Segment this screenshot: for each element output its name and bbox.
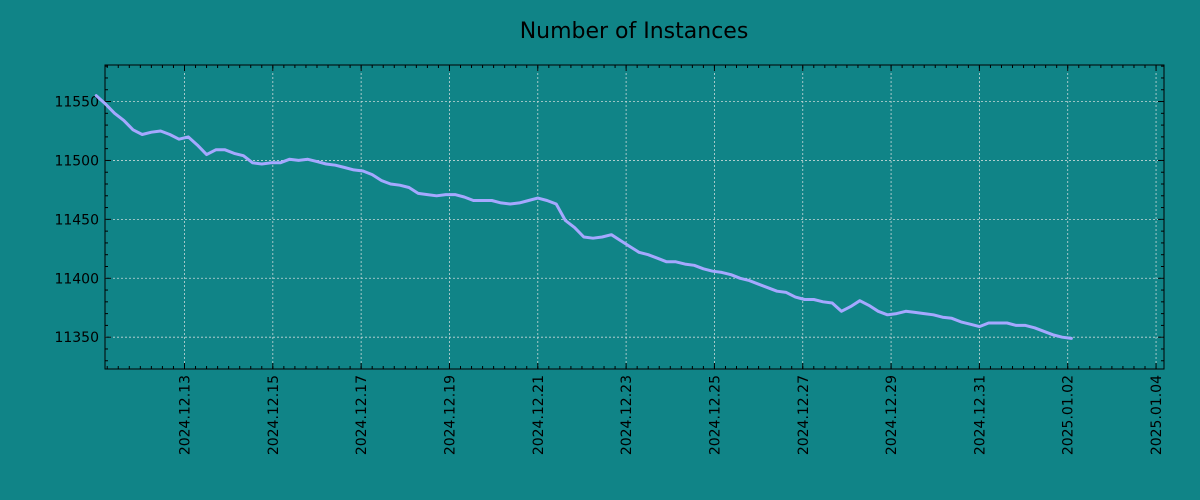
y-tick-label: 11350 xyxy=(54,330,99,346)
chart-title: Number of Instances xyxy=(520,19,749,44)
x-tick-label: 2024.12.27 xyxy=(796,375,812,455)
x-tick-label: 2024.12.19 xyxy=(442,375,458,455)
y-tick-label: 11500 xyxy=(54,153,99,169)
y-tick-label: 11550 xyxy=(54,95,99,111)
axis-ticks xyxy=(105,65,1164,369)
x-tick-label: 2024.12.13 xyxy=(177,375,193,455)
plot-area xyxy=(104,64,1165,370)
series-line xyxy=(94,94,1073,340)
x-tick-label: 2024.12.15 xyxy=(266,375,282,455)
x-tick-label: 2024.12.31 xyxy=(972,375,988,455)
y-tick-labels: 11350 11400 11450 11500 11550 xyxy=(54,95,99,347)
x-tick-label: 2024.12.29 xyxy=(884,375,900,455)
x-tick-label: 2025.01.04 xyxy=(1149,375,1165,455)
grid xyxy=(105,65,1164,369)
x-tick-label: 2024.12.17 xyxy=(354,375,370,455)
x-tick-label: 2025.01.02 xyxy=(1061,375,1077,455)
x-tick-label: 2024.12.21 xyxy=(531,375,547,455)
y-tick-label: 11400 xyxy=(54,271,99,287)
x-tick-label: 2024.12.23 xyxy=(619,375,635,455)
x-tick-labels: 2024.12.13 2024.12.15 2024.12.17 2024.12.19… xyxy=(177,375,1165,455)
x-tick-label: 2024.12.25 xyxy=(707,375,723,455)
y-tick-label: 11450 xyxy=(54,212,99,228)
